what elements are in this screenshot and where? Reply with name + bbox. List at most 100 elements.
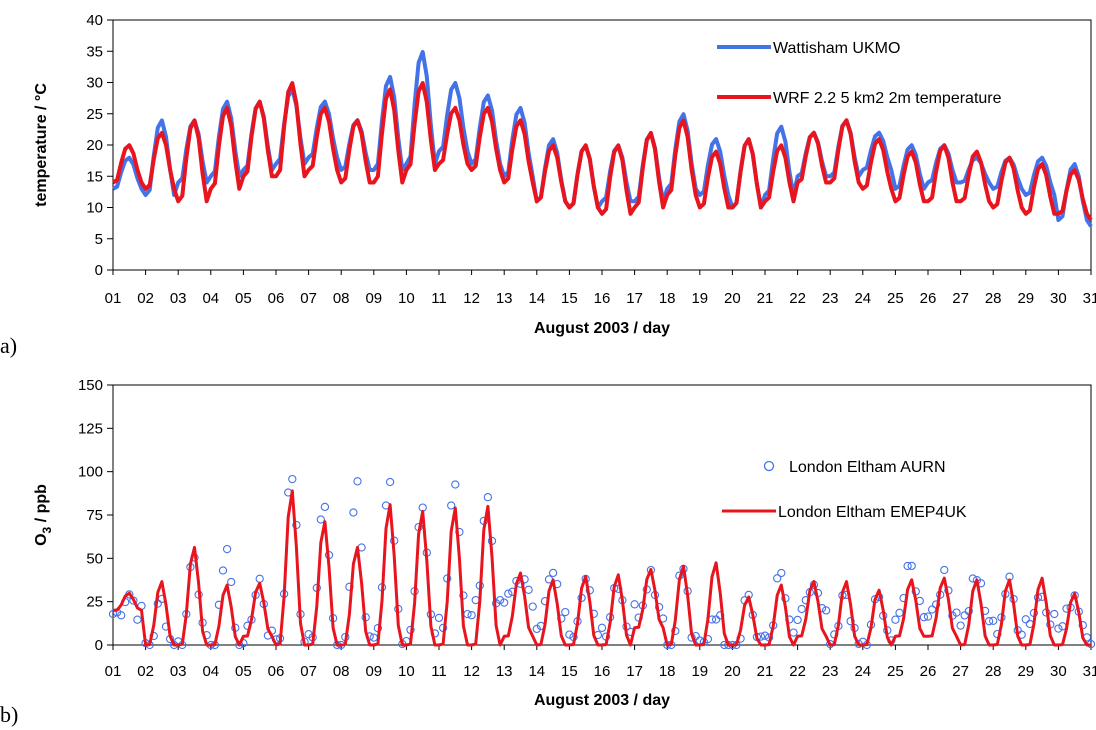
aurn-data-point: [353, 477, 362, 486]
x-tick-label: 21: [757, 290, 774, 307]
aurn-data-point: [117, 611, 126, 620]
x-tick-label: 09: [365, 290, 382, 307]
x-tick-label: 13: [496, 663, 513, 680]
x-tick-label: 16: [594, 290, 611, 307]
aurn-data-point: [960, 611, 969, 620]
aurn-data-point: [495, 595, 505, 605]
aurn-data-point: [133, 615, 142, 624]
y-axis-title-b-rest: / ppb: [33, 484, 50, 527]
aurn-data-point: [1050, 609, 1059, 619]
aurn-data-point: [773, 574, 782, 583]
legend-label-aurn: London Eltham AURN: [789, 459, 946, 476]
aurn-data-point: [777, 568, 786, 578]
x-tick-label: 17: [626, 663, 643, 680]
x-tick-label: 30: [1050, 663, 1067, 680]
y-tick-label: 40: [86, 12, 103, 29]
x-tick-label: 12: [463, 290, 480, 307]
x-tick-label: 01: [105, 290, 122, 307]
x-tick-label: 22: [789, 290, 806, 307]
y-tick-label: 20: [86, 137, 103, 154]
aurn-data-point: [760, 631, 770, 640]
legend-label-emep: London Eltham EMEP4UK: [778, 504, 967, 521]
x-tick-label: 10: [398, 663, 415, 680]
x-tick-label: 25: [887, 290, 904, 307]
aurn-data-point: [349, 508, 358, 517]
aurn-data-point: [895, 608, 904, 617]
aurn-data-point: [483, 493, 493, 502]
aurn-data-point: [695, 636, 704, 645]
panel-label-a: a): [0, 333, 17, 358]
series-line-wattisham-ukmo: [112, 50, 1093, 228]
x-tick-label: 06: [268, 663, 285, 680]
x-tick-label: 26: [920, 290, 937, 307]
y-axis-title-b-main: O: [33, 533, 50, 545]
aurn-data-point: [451, 480, 460, 489]
x-tick-label: 26: [920, 663, 937, 680]
x-tick-label: 29: [1017, 290, 1034, 307]
x-tick-label: 03: [170, 290, 187, 307]
x-tick-label: 15: [561, 290, 578, 307]
x-tick-label: 29: [1017, 663, 1034, 680]
aurn-data-point: [561, 607, 570, 617]
y-tick-label: 25: [86, 594, 103, 611]
aurn-data-point: [548, 568, 558, 578]
series-group-b: [108, 474, 1096, 650]
x-tick-label: 08: [333, 663, 350, 680]
series-line-london-eltham-emep4uk: [112, 489, 1091, 647]
x-axis-a: 01 02 03 04 05 06 07 08 09 10 11 12 13 14 15 16 17 18 19 20…: [105, 270, 1096, 307]
x-tick-label: 22: [789, 663, 806, 680]
panel-label-b: b): [0, 702, 18, 727]
x-tick-label: 14: [528, 663, 545, 680]
aurn-data-point: [984, 617, 994, 626]
y-tick-label: 30: [86, 75, 103, 92]
aurn-data-point: [316, 515, 325, 524]
x-tick-label: 02: [137, 663, 154, 680]
legend-a: Wattisham UKMO WRF 2.2 5 km2 2m temperat…: [717, 40, 1002, 107]
aurn-data-point: [919, 613, 929, 622]
aurn-data-point: [467, 611, 476, 620]
aurn-data-point: [504, 589, 513, 598]
x-tick-label: 31: [1083, 290, 1096, 307]
y-tick-label: 5: [95, 231, 103, 248]
x-tick-label: 18: [659, 290, 676, 307]
x-tick-label: 02: [137, 290, 154, 307]
y-tick-label: 25: [86, 106, 103, 123]
aurn-data-point: [255, 574, 264, 583]
x-axis-b: 01 02 03 04 05 06 07 08 09 10 11 12 13 14 15 16 17 18 19 20…: [105, 645, 1096, 680]
aurn-data-point: [108, 609, 118, 619]
y-axis-title-b: O3 / ppb: [33, 484, 54, 546]
aurn-data-point: [524, 585, 533, 594]
y-tick-label: 125: [78, 420, 103, 437]
x-tick-label: 27: [952, 290, 969, 307]
aurn-data-point: [227, 577, 236, 587]
x-tick-label: 04: [202, 290, 219, 307]
x-tick-label: 31: [1083, 663, 1096, 680]
x-tick-label: 16: [594, 663, 611, 680]
aurn-data-point: [222, 544, 232, 554]
chart-panel-b: 0 25 50 75 100 125 150 01 02 03 04 05 06 07 08 09 10 11 1…: [0, 377, 1096, 727]
y-tick-label: 0: [95, 262, 103, 279]
aurn-data-point: [320, 502, 330, 512]
x-tick-label: 19: [691, 290, 708, 307]
x-tick-label: 28: [985, 663, 1002, 680]
x-tick-label: 30: [1050, 290, 1067, 307]
x-tick-label: 05: [235, 290, 252, 307]
aurn-data-point: [459, 591, 468, 600]
aurn-data-point: [956, 621, 965, 630]
x-tick-label: 07: [300, 663, 317, 680]
aurn-data-point: [940, 565, 949, 575]
aurn-data-point: [821, 606, 831, 615]
y-tick-label: 50: [86, 550, 103, 567]
y-axis-a: 0 5 10 15 20 25 30 35 40: [86, 12, 113, 279]
legend-b: London Eltham AURN London Eltham EMEP4UK: [722, 459, 967, 521]
legend-label-wattisham: Wattisham UKMO: [773, 40, 900, 57]
aurn-data-point: [235, 640, 244, 650]
x-tick-label: 09: [365, 663, 382, 680]
y-tick-label: 0: [95, 637, 103, 654]
x-tick-label: 10: [398, 290, 415, 307]
y-tick-label: 150: [78, 377, 103, 394]
series-line-wrf-2-2-5-km2-2m-temperature: [111, 81, 1093, 222]
x-tick-label: 05: [235, 663, 252, 680]
